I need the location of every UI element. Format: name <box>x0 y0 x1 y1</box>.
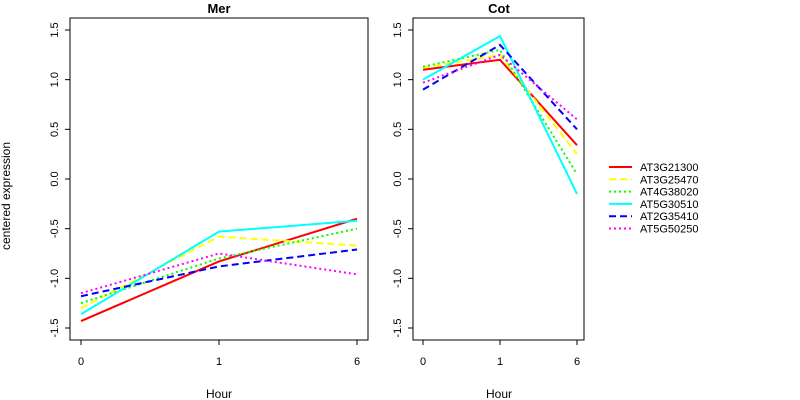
x-tick-label: 1 <box>216 356 222 368</box>
x-tick-label: 0 <box>78 356 84 368</box>
series-line-at5g50250 <box>80 252 358 295</box>
y-tick-label: 1.5 <box>49 22 61 37</box>
y-tick-label: -0.5 <box>392 219 404 238</box>
x-axis-label-cot: Hour <box>486 387 512 400</box>
y-tick-label: -1.5 <box>49 319 61 338</box>
legend-label: AT3G25470 <box>640 174 699 186</box>
legend-label: AT4G38020 <box>640 187 699 199</box>
y-tick-label: -0.5 <box>49 219 61 238</box>
legend-label: AT5G50250 <box>640 224 699 236</box>
y-tick-label: 1.0 <box>392 72 404 87</box>
panel-title-mer: Mer <box>207 1 230 16</box>
x-axis-label-mer: Hour <box>206 387 232 400</box>
series-line-at3g25470 <box>80 235 358 310</box>
series-line-at4g38020 <box>80 227 358 305</box>
series-line-at4g38020 <box>422 48 578 175</box>
series-line-at3g21300 <box>422 58 578 146</box>
plot-area-cot: -1.5 -1.0 -0.5 0.0 0.5 1.0 1.5 0 1 6 <box>392 17 585 368</box>
legend-label: AT2G35410 <box>640 211 699 223</box>
panel-cot: Cot Hour -1.5 -1.0 -0.5 0.0 0.5 1.0 1.5 0 1 6 <box>392 1 585 400</box>
y-tick-label: 1.5 <box>392 22 404 37</box>
x-tick-label: 1 <box>497 356 503 368</box>
legend-label: AT3G21300 <box>640 162 699 174</box>
x-tick-label: 6 <box>574 356 580 368</box>
legend-label: AT5G30510 <box>640 199 699 211</box>
y-tick-label: -1.5 <box>392 319 404 338</box>
y-tick-label: 1.0 <box>49 72 61 87</box>
panel-mer: Mer centered expression Hour -1.5 -1.0 -0.… <box>0 1 369 400</box>
series-line-at3g21300 <box>80 217 358 322</box>
series-line-at2g35410 <box>422 43 578 131</box>
plot-frame <box>412 17 585 341</box>
y-tick-label: 0.5 <box>392 122 404 137</box>
y-tick-label: -1.0 <box>392 269 404 288</box>
x-tick-label: 0 <box>420 356 426 368</box>
plot-area-mer: -1.5 -1.0 -0.5 0.0 0.5 1.0 1.5 0 1 6 <box>49 17 369 368</box>
series-line-at5g50250 <box>422 53 578 121</box>
y-axis-label: centered expression <box>0 142 13 250</box>
series-line-at2g35410 <box>80 248 358 298</box>
y-tick-label: 0.0 <box>392 171 404 186</box>
panel-title-cot: Cot <box>488 1 510 16</box>
x-tick-label: 6 <box>354 356 360 368</box>
y-tick-label: 0.0 <box>49 171 61 186</box>
series-line-at5g30510 <box>422 34 578 195</box>
y-tick-label: -1.0 <box>49 269 61 288</box>
y-tick-label: 0.5 <box>49 122 61 137</box>
legend: AT3G21300AT3G25470AT4G38020AT5G30510AT2G… <box>609 162 699 236</box>
